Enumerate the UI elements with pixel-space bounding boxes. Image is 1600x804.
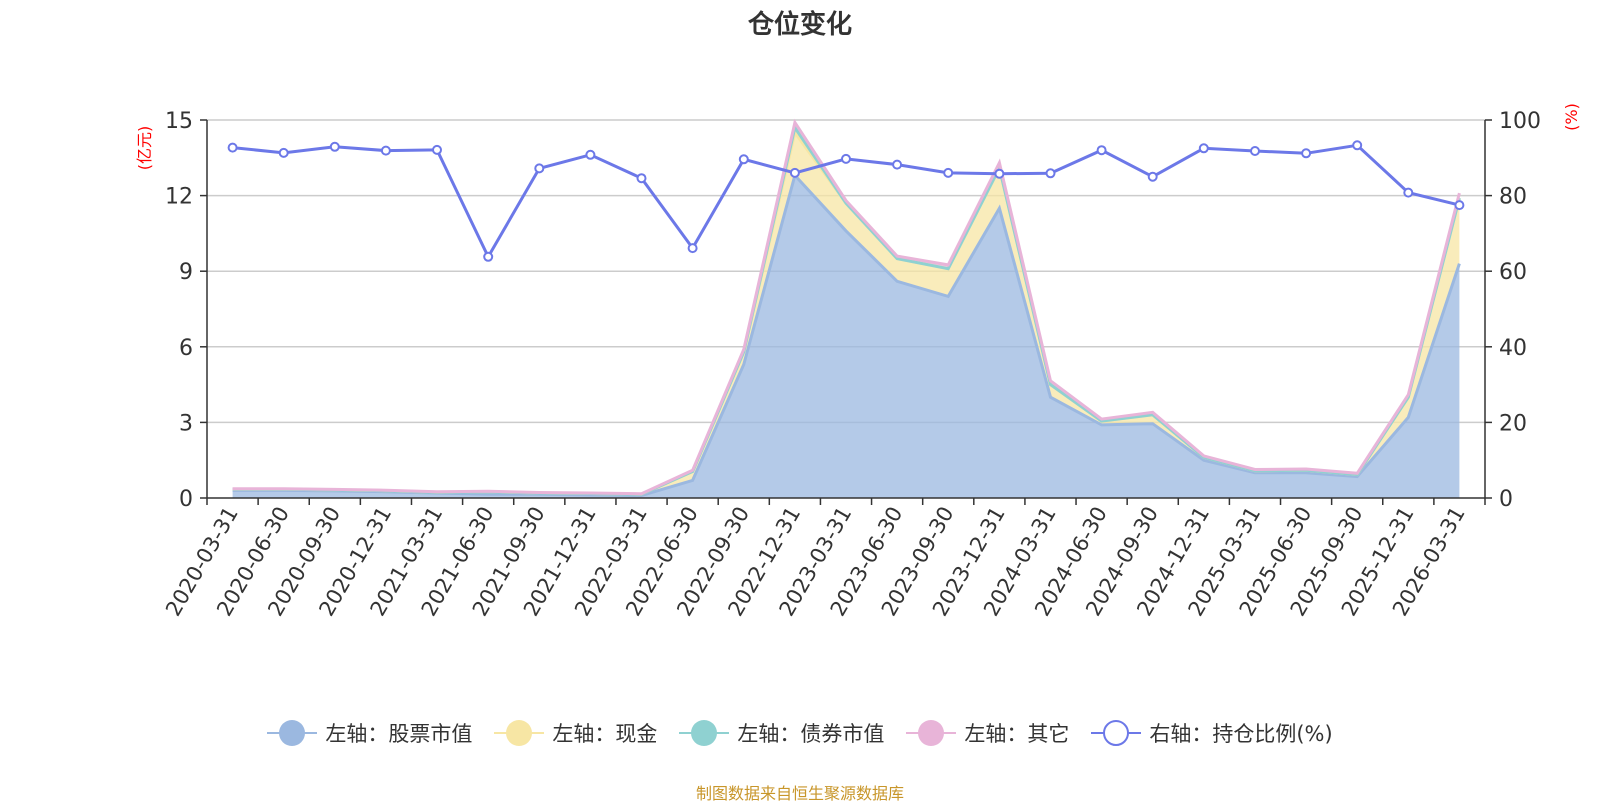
ratio-point — [483, 251, 494, 262]
ratio-point — [943, 167, 954, 178]
area-series — [232, 118, 1461, 498]
legend-label: 左轴：股票市值 — [325, 722, 473, 746]
right-tick-label: 20 — [1499, 411, 1527, 436]
legend-label: 左轴：债券市值 — [737, 722, 885, 746]
ratio-point — [329, 141, 340, 152]
ratio-point — [994, 168, 1005, 179]
ratio-point — [687, 243, 698, 254]
ratio-point — [534, 163, 545, 174]
legend-swatch-icon — [267, 720, 318, 746]
left-tick-label: 12 — [165, 185, 193, 210]
ratio-point — [227, 142, 238, 153]
area-edge-line — [232, 118, 1461, 496]
legend-label: 右轴：持仓比例(%) — [1149, 722, 1333, 746]
right-axis-label: (%) — [1562, 103, 1581, 131]
ratio-point — [892, 159, 903, 170]
area-fill — [232, 175, 1460, 498]
ratio-point — [278, 147, 289, 158]
ratio-point — [432, 144, 442, 155]
left-tick-label: 6 — [179, 336, 193, 361]
ratio-point — [1147, 171, 1158, 182]
legend-item[interactable]: 左轴：现金 — [494, 718, 657, 748]
chart-canvas: 036912150204060801002020-03-312020-06-30… — [135, 103, 1581, 620]
legend-swatch-icon — [494, 720, 545, 746]
legend-item[interactable]: 左轴：债券市值 — [679, 718, 884, 748]
ratio-point — [1250, 146, 1260, 156]
ratio-point — [1045, 168, 1056, 179]
right-tick-label: 0 — [1499, 487, 1513, 512]
legend-swatch-icon — [1091, 720, 1142, 746]
left-tick-label: 3 — [179, 411, 193, 436]
ratio-point — [1096, 145, 1107, 156]
legend-label: 左轴：其它 — [964, 722, 1070, 746]
right-tick-label: 80 — [1499, 185, 1527, 210]
legend-swatch-icon — [679, 720, 730, 746]
right-tick-label: 40 — [1499, 336, 1527, 361]
ratio-line-series — [227, 140, 1465, 262]
left-tick-label: 0 — [179, 487, 193, 512]
legend-label: 左轴：现金 — [552, 722, 658, 746]
ratio-point — [738, 154, 749, 165]
ratio-point — [841, 153, 851, 164]
ratio-point — [380, 145, 391, 156]
ratio-point — [1454, 200, 1465, 211]
chart-title: 仓位变化 — [747, 10, 852, 40]
legend: 左轴：股票市值 左轴：现金 左轴：债券市值 左轴：其它 右轴：持仓比例(%) — [0, 718, 1600, 748]
source-note: 制图数据来自恒生聚源数据库 — [695, 784, 904, 803]
ratio-point — [1352, 140, 1363, 151]
ratio-point — [585, 149, 596, 160]
ratio-point — [636, 173, 647, 184]
right-tick-label: 100 — [1499, 109, 1541, 134]
left-axis-label: (亿元) — [135, 126, 154, 171]
right-tick-label: 60 — [1499, 260, 1527, 285]
left-tick-label: 9 — [179, 260, 193, 285]
legend-swatch-icon — [906, 720, 957, 746]
ratio-point — [1198, 143, 1209, 154]
left-tick-label: 15 — [165, 109, 193, 134]
legend-item[interactable]: 左轴：股票市值 — [267, 718, 472, 748]
ratio-point — [1301, 148, 1312, 159]
ratio-point — [789, 167, 800, 178]
legend-item[interactable]: 左轴：其它 — [906, 718, 1069, 748]
ratio-point — [1403, 187, 1414, 198]
legend-item[interactable]: 右轴：持仓比例(%) — [1091, 718, 1333, 748]
